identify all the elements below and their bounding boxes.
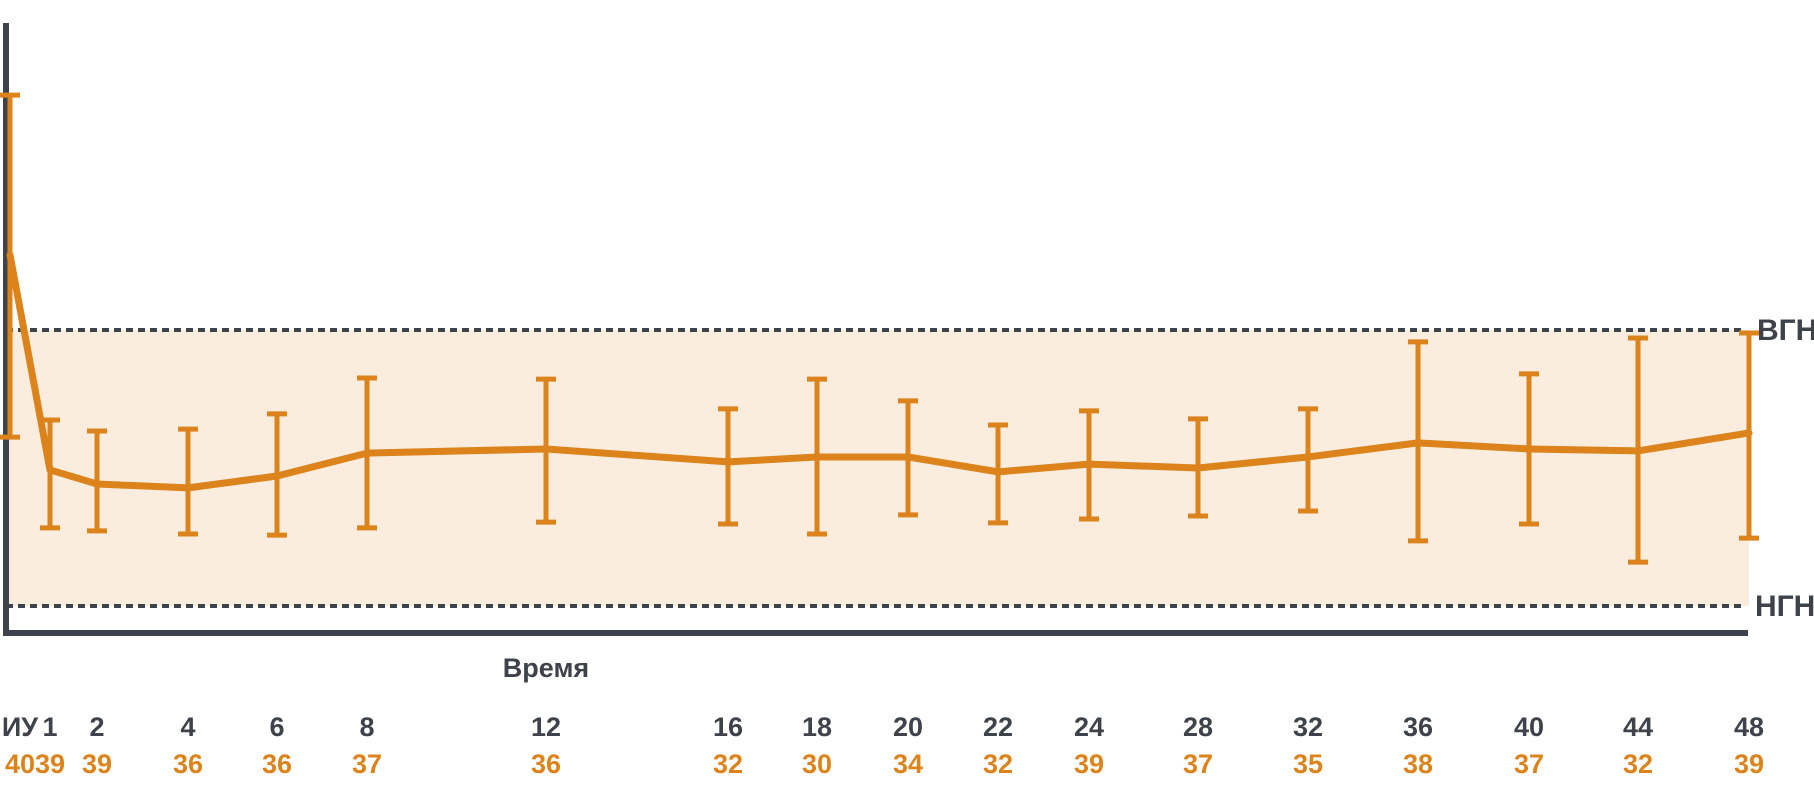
count-label: 35 — [1293, 749, 1323, 779]
x-axis-title: Время — [503, 653, 589, 683]
x-tick-label: 20 — [893, 712, 923, 742]
x-tick-label: 2 — [89, 712, 104, 742]
x-tick-label: 1 — [42, 712, 57, 742]
series-line-group — [6, 251, 1753, 492]
uln-label: ВГН — [1757, 314, 1814, 347]
x-tick-label: 18 — [802, 712, 832, 742]
count-label: 37 — [352, 749, 382, 779]
count-label: 32 — [983, 749, 1013, 779]
count-label: 36 — [173, 749, 203, 779]
x-tick-label: 24 — [1074, 712, 1104, 742]
axes — [3, 23, 1748, 636]
x-tick-label: 48 — [1734, 712, 1764, 742]
count-label: 37 — [1514, 749, 1544, 779]
x-tick-label: 16 — [713, 712, 743, 742]
count-label: 39 — [35, 749, 65, 779]
count-label: 32 — [713, 749, 743, 779]
count-label: 38 — [1403, 749, 1433, 779]
count-label: 39 — [1074, 749, 1104, 779]
x-tick-label: 4 — [180, 712, 195, 742]
count-label: 40 — [5, 749, 35, 779]
count-label: 32 — [1623, 749, 1653, 779]
lln-label: НГН — [1755, 590, 1814, 623]
error-bar — [718, 406, 738, 527]
reference-lines — [6, 328, 1744, 608]
count-labels: 40 39 39 36 36 37 36 32 30 34 32 39 37 35 38 37 32 39 — [5, 749, 1764, 779]
count-label: 36 — [262, 749, 292, 779]
series-line — [6, 251, 1753, 492]
count-label: 36 — [531, 749, 561, 779]
x-tick-label: 36 — [1403, 712, 1433, 742]
x-tick-label: 40 — [1514, 712, 1544, 742]
x-tick-labels: ИУ 1 2 4 6 8 12 16 18 20 22 24 28 32 36 40 44 48 — [2, 712, 1764, 742]
axis-labels: ВГН НГН Время — [503, 314, 1814, 683]
count-label: 39 — [1734, 749, 1764, 779]
normal-range-band-fill — [6, 330, 1749, 606]
x-tick-label: 6 — [269, 712, 284, 742]
x-tick-label: 22 — [983, 712, 1013, 742]
x-tick-label: 8 — [359, 712, 374, 742]
x-tick-label: ИУ — [2, 712, 39, 742]
x-tick-label: 32 — [1293, 712, 1323, 742]
count-label: 34 — [893, 749, 923, 779]
x-tick-label: 12 — [531, 712, 561, 742]
error-bar — [178, 426, 198, 537]
x-tick-label: 28 — [1183, 712, 1213, 742]
count-label: 30 — [802, 749, 832, 779]
count-label: 39 — [82, 749, 112, 779]
normal-range-band — [6, 330, 1749, 606]
count-label: 37 — [1183, 749, 1213, 779]
x-tick-label: 44 — [1623, 712, 1653, 742]
